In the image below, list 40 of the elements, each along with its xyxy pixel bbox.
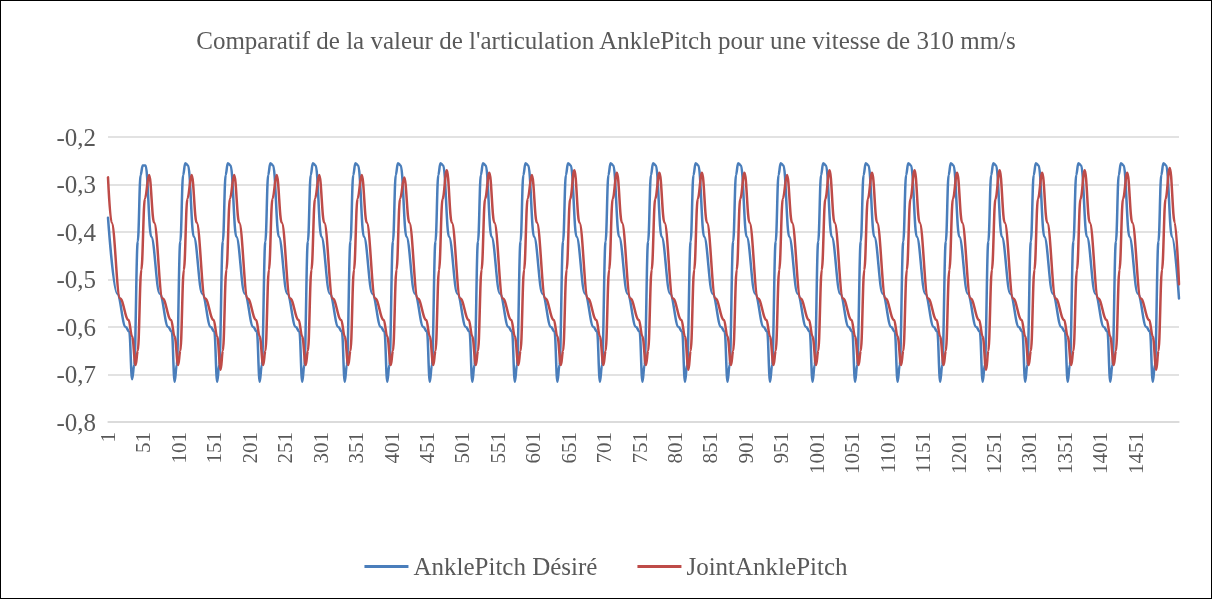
x-tick-label: 301 — [308, 432, 333, 464]
y-tick-label: -0,4 — [56, 218, 97, 246]
legend-label: JointAnklePitch — [686, 553, 849, 580]
y-tick-label: -0,3 — [56, 171, 96, 198]
x-tick-label: 401 — [379, 432, 404, 464]
x-tick-label: 851 — [698, 432, 723, 464]
x-tick-label: 201 — [237, 432, 262, 464]
x-tick-label: 1151 — [911, 432, 936, 474]
x-tick-label: 901 — [733, 432, 758, 464]
x-tick-label: 951 — [769, 432, 794, 464]
y-tick-label: -0,8 — [56, 408, 96, 436]
x-tick-label: 701 — [592, 432, 617, 464]
legend-label: AnklePitch Désiré — [413, 553, 598, 580]
x-tick-label: 51 — [131, 432, 156, 453]
y-tick-label: -0,6 — [56, 313, 96, 341]
x-tick-label: 1051 — [840, 432, 865, 474]
y-tick-label: -0,2 — [56, 123, 96, 151]
x-tick-label: 1201 — [946, 432, 971, 474]
x-tick-label: 101 — [166, 432, 191, 464]
x-tick-label: 551 — [485, 432, 510, 464]
y-tick-label: -0,5 — [56, 266, 96, 293]
y-tick-label: -0,7 — [56, 361, 96, 388]
x-tick-label: 1251 — [982, 432, 1006, 474]
x-tick-label: 601 — [521, 432, 546, 464]
x-tick-label: 1 — [96, 432, 120, 443]
x-tick-label: 1351 — [1052, 432, 1077, 474]
chart-title: Comparatif de la valeur de l'articulation AnklePitch pour une vitesse de 310 mm/s — [196, 26, 1016, 54]
x-tick-label: 801 — [663, 432, 688, 464]
x-tick-label: 251 — [273, 432, 298, 464]
x-tick-label: 451 — [414, 432, 439, 464]
x-tick-label: 1301 — [1017, 432, 1042, 474]
x-tick-label: 351 — [344, 432, 369, 464]
x-tick-label: 151 — [202, 432, 227, 464]
x-tick-label: 1451 — [1123, 432, 1148, 474]
x-tick-label: 1001 — [804, 432, 829, 474]
x-tick-label: 1401 — [1088, 432, 1113, 474]
x-tick-label: 651 — [556, 432, 581, 464]
x-tick-label: 501 — [450, 432, 475, 464]
x-tick-label: 1101 — [875, 432, 900, 474]
x-tick-label: 751 — [627, 432, 652, 464]
